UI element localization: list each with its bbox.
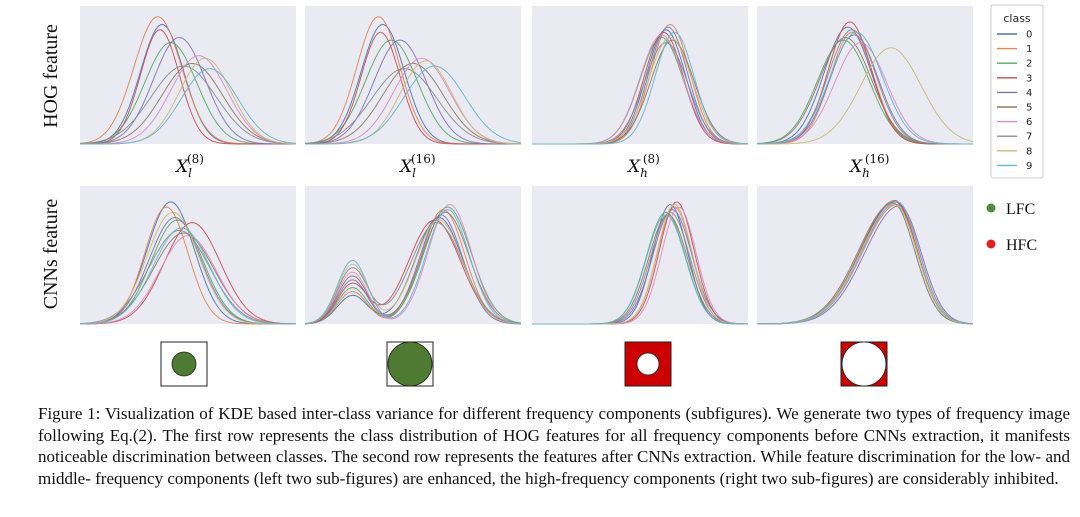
- panel-background: [532, 6, 748, 144]
- kde-figure: HOG feature CNNs feature Xl(8) Xl(16) Xh(8…: [40, 4, 1044, 387]
- mask-lfc-small: [160, 341, 208, 387]
- lfc-label: LFC: [1006, 201, 1035, 218]
- kde-curve-class-4: [304, 214, 522, 325]
- legend-label: 4: [1026, 88, 1032, 99]
- column-label: Xh(8): [626, 152, 660, 180]
- lfc-marker: [986, 203, 996, 213]
- legend-label: 7: [1026, 132, 1032, 143]
- column-label: Xl(16): [398, 152, 436, 180]
- legend-label: 3: [1026, 73, 1032, 84]
- frequency-legend: LFC HFC: [986, 201, 1037, 254]
- kde-curve-class-9: [305, 65, 522, 145]
- kde-panel: [304, 186, 522, 325]
- kde-curve-class-4: [80, 36, 296, 145]
- mask-hfc-large: [840, 341, 888, 387]
- legend-entries: 0 1 2 3 4 5 6 7 8 9: [997, 30, 1032, 172]
- mask-hfc-small: [624, 341, 672, 387]
- kde-panel: [532, 186, 749, 325]
- kde-curve-class-5: [80, 63, 297, 145]
- kde-curve-class-8: [79, 211, 296, 325]
- kde-curve-class-9: [532, 31, 748, 145]
- column-label: Xl(8): [174, 152, 204, 180]
- hfc-label: HFC: [1006, 237, 1037, 254]
- column-labels: Xl(8) Xl(16) Xh(8) Xh(16): [174, 152, 889, 180]
- panel-background: [757, 186, 973, 324]
- kde-panel: [79, 186, 297, 325]
- legend-label: 2: [1026, 59, 1032, 70]
- legend-title: class: [1003, 12, 1031, 25]
- panel-background: [532, 186, 748, 324]
- kde-curve-class-9: [532, 214, 748, 325]
- kde-curve-class-9: [304, 209, 522, 325]
- kde-panel: [304, 6, 522, 145]
- kde-curve-class-8: [304, 219, 522, 325]
- hfc-marker: [986, 239, 996, 249]
- kde-curve-class-7: [79, 65, 297, 145]
- legend-label: 1: [1026, 44, 1032, 55]
- mask-lfc-large: [386, 341, 434, 387]
- legend-label: 5: [1026, 103, 1032, 114]
- kde-curve-class-9: [79, 227, 296, 325]
- kde-curve-class-5: [304, 62, 522, 145]
- figure-caption: Figure 1: Visualization of KDE based int…: [38, 404, 1070, 488]
- row-label-cnn: CNNs feature: [40, 199, 62, 310]
- kde-curve-class-8: [757, 47, 974, 145]
- panel-background: [757, 6, 973, 144]
- legend-box: [990, 4, 1044, 179]
- kde-curve-class-7: [304, 222, 522, 325]
- kde-curve-class-6: [80, 55, 297, 145]
- legend-label: 6: [1026, 117, 1032, 128]
- class-legend: class 0 1 2 3 4 5 6 7 8 9: [990, 4, 1044, 179]
- kde-curve-class-5: [304, 211, 522, 325]
- panel-background: [305, 6, 521, 144]
- kde-curve-class-6: [80, 235, 296, 325]
- column-label: Xh(16): [848, 152, 889, 180]
- kde-curve-class-3: [80, 222, 297, 325]
- kde-panel: [756, 6, 974, 145]
- kde-curve-class-9: [757, 31, 973, 145]
- kde-panel: [756, 186, 974, 325]
- panel-background: [80, 186, 296, 324]
- panel-background: [305, 186, 521, 324]
- frequency-masks: [160, 341, 888, 387]
- kde-panels: [79, 6, 974, 325]
- kde-curve-class-2: [304, 206, 522, 325]
- legend-label: 9: [1026, 161, 1032, 172]
- kde-panel: [79, 6, 297, 145]
- kde-curve-class-6: [304, 203, 522, 325]
- legend-label: 8: [1026, 146, 1032, 157]
- kde-curve-class-4: [304, 39, 521, 145]
- kde-panel: [532, 6, 749, 145]
- row-label-hog: HOG feature: [40, 24, 62, 128]
- kde-curve-class-9: [757, 201, 974, 325]
- legend-label: 0: [1026, 30, 1032, 41]
- kde-curve-class-9: [80, 68, 297, 145]
